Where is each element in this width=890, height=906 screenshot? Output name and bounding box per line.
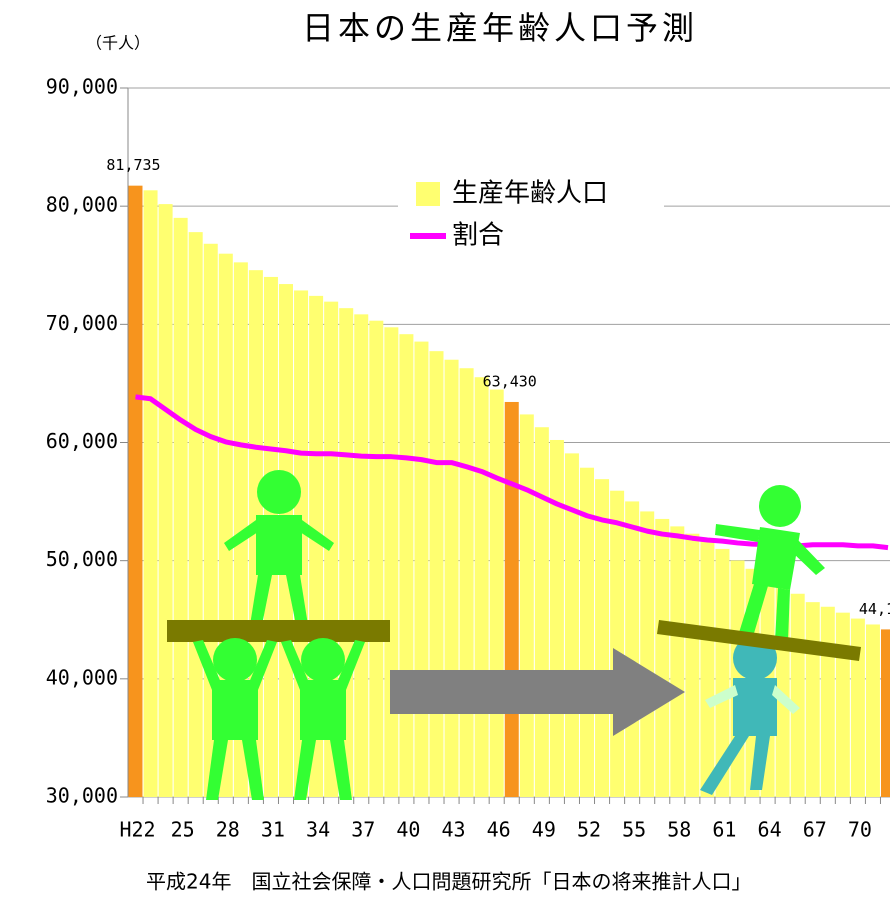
x-tick-label: 58 [667,818,691,842]
x-tick-label: 55 [622,818,646,842]
bar [490,390,504,797]
source: 平成24年 国立社会保障・人口問題研究所「日本の将来推計人口」 [146,870,751,894]
page: {"chart_data": { "type": "bar", "title":… [0,0,890,906]
y-tick-label: 30,000 [46,784,118,808]
y-tick-label: 60,000 [46,429,118,453]
bar [625,501,639,797]
figure-head [257,470,301,514]
figure-head [759,485,801,527]
bar [144,190,158,797]
unit-label: （千人） [86,34,150,53]
bar [189,232,203,797]
x-tick-label: 52 [577,818,601,842]
figure-body [300,680,346,740]
bar [595,479,609,797]
bar [414,342,428,797]
legend-label: 割合 [452,221,504,251]
bar [791,594,805,797]
figure-head [301,638,345,682]
x-tick-label: 70 [848,818,872,842]
bar [475,377,489,797]
x-tick-label: 61 [712,818,736,842]
bar [505,402,519,797]
bar [821,607,835,797]
bar [655,519,669,797]
bar [174,218,188,797]
x-tick-label: 43 [442,818,466,842]
x-tick-label: 49 [532,818,556,842]
bar [354,314,368,797]
bar [851,619,865,797]
legend-label: 生産年齢人口 [452,179,608,209]
bar [129,186,143,797]
bar [565,453,579,797]
figure-body [752,527,800,590]
x-tick-label: 31 [261,818,285,842]
x-tick-label: 25 [171,818,195,842]
bar [520,414,534,797]
figure-body [733,678,777,736]
value-label: 81,735 [106,156,160,174]
bar [836,613,850,797]
y-tick-label: 90,000 [46,75,118,99]
chart-title: 日本の生産年齢人口予測 [302,9,698,47]
bar [159,204,173,797]
bar [535,427,549,797]
x-tick-label: H22 [119,818,155,842]
x-tick-label: 67 [803,818,827,842]
figure-head [213,638,257,682]
figure-body [212,680,258,740]
x-tick-label: 40 [396,818,420,842]
bar [384,327,398,797]
bar [460,368,474,797]
x-tick-label: 28 [216,818,240,842]
y-tick-label: 50,000 [46,547,118,571]
bar [445,360,459,797]
x-tick-label: 46 [487,818,511,842]
bar [430,351,444,797]
y-tick-label: 40,000 [46,665,118,689]
beam [167,620,390,642]
bar [610,491,624,797]
figure-body [256,515,302,575]
x-tick-label: 34 [306,818,330,842]
value-label: 44,183 [859,600,890,618]
x-tick-label: 64 [758,818,782,842]
legend-swatch [416,182,440,206]
bar [670,526,684,797]
bar [866,624,880,797]
chart: 生産年齢人口割合 日本の生産年齢人口予測 （千人） 平成24年 国立社会保障・人… [0,0,890,906]
bar [700,541,714,797]
bar [399,334,413,797]
bar [640,511,654,797]
bar [806,602,820,797]
bar [881,629,890,797]
x-tick-label: 37 [351,818,375,842]
bar [369,321,383,797]
y-tick-label: 70,000 [46,311,118,335]
bar [685,534,699,797]
y-tick-label: 80,000 [46,193,118,217]
bar [550,440,564,797]
value-label: 63,430 [483,372,537,390]
